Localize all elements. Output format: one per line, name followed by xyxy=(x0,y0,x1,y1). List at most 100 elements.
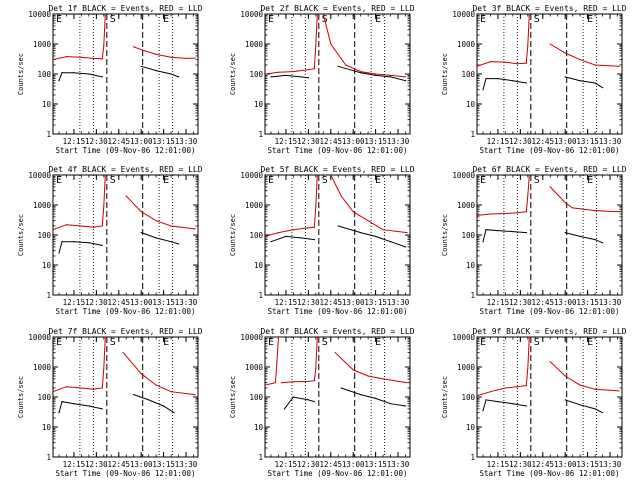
x-tick-label: 12:30 xyxy=(297,460,320,469)
events-point xyxy=(594,82,596,84)
interval-marker: E xyxy=(268,14,274,25)
events-point xyxy=(564,399,566,401)
y-axis-label: Counts/sec xyxy=(229,214,237,256)
lld-point xyxy=(65,224,68,226)
lld-point xyxy=(194,228,196,230)
events-point xyxy=(61,72,63,74)
lld-point xyxy=(528,14,530,15)
events-point xyxy=(173,412,175,414)
events-line xyxy=(341,387,406,407)
lld-point xyxy=(265,73,266,75)
chart-title: Det 9f BLACK = Events, RED = LLD xyxy=(472,327,626,336)
lld-point xyxy=(334,352,336,354)
events-point xyxy=(601,412,604,414)
lld-point xyxy=(53,391,54,393)
lld-point xyxy=(477,65,478,67)
interval-marker: S xyxy=(110,14,116,25)
y-tick-label: 100 xyxy=(461,70,475,79)
x-tick-label: 13:00 xyxy=(130,298,153,307)
y-tick-label: 1000 xyxy=(33,363,52,372)
events-point xyxy=(285,74,287,76)
lld-point xyxy=(292,71,295,73)
y-tick-label: 10 xyxy=(466,261,476,270)
y-tick-label: 1000 xyxy=(245,40,264,49)
lld-point xyxy=(265,384,266,386)
events-point xyxy=(485,229,487,231)
events-point xyxy=(133,394,135,396)
events-line xyxy=(270,235,315,243)
series-group xyxy=(53,14,196,82)
y-tick-label: 1 xyxy=(470,130,475,139)
x-tick-label: 12:30 xyxy=(509,137,532,146)
lld-point xyxy=(564,202,566,204)
lld-point xyxy=(564,375,566,377)
interval-marker: E xyxy=(587,175,593,186)
lld-point xyxy=(382,229,384,231)
x-tick-label: 13:15 xyxy=(152,460,175,469)
x-tick-label: 13:30 xyxy=(387,460,410,469)
lld-point xyxy=(265,235,266,237)
x-tick-label: 12:15 xyxy=(487,137,510,146)
lld-point xyxy=(277,337,280,338)
x-tick-label: 13:30 xyxy=(175,460,198,469)
events-point xyxy=(497,230,499,232)
x-tick-label: 13:00 xyxy=(342,298,365,307)
x-tick-label: 12:15 xyxy=(275,137,298,146)
events-point xyxy=(101,244,103,247)
x-tick-label: 12:15 xyxy=(63,298,86,307)
lld-point xyxy=(315,367,317,369)
chart-title: Det 3f BLACK = Events, RED = LLD xyxy=(472,4,626,13)
interval-marker: E xyxy=(375,175,381,186)
y-tick-label: 10 xyxy=(254,100,264,109)
interval-marker: E xyxy=(163,337,169,348)
events-line xyxy=(133,394,175,414)
y-tick-label: 10000 xyxy=(28,333,51,342)
events-line xyxy=(58,241,103,254)
x-tick-label: 12:45 xyxy=(107,137,130,146)
x-tick-label: 12:15 xyxy=(63,137,86,146)
x-tick-label: 13:30 xyxy=(387,137,410,146)
y-tick-label: 10 xyxy=(466,100,476,109)
events-line xyxy=(565,76,603,89)
lld-point xyxy=(92,57,94,60)
lld-point xyxy=(516,212,518,214)
interval-marker: S xyxy=(322,175,328,186)
x-tick-label: 12:45 xyxy=(531,137,554,146)
interval-marker: E xyxy=(587,337,593,348)
lld-point xyxy=(367,220,369,222)
y-tick-label: 1000 xyxy=(33,40,52,49)
lld-point xyxy=(277,71,280,73)
x-tick-label: 12:45 xyxy=(107,298,130,307)
lld-line xyxy=(281,337,318,384)
series-group xyxy=(477,337,620,414)
x-axis-label: Start Time (09-Nov-06 12:01:00) xyxy=(480,307,620,316)
lld-point xyxy=(594,388,596,390)
lld-point xyxy=(307,69,309,71)
x-axis-label: Start Time (09-Nov-06 12:01:00) xyxy=(56,146,196,155)
events-point xyxy=(270,241,272,243)
events-line xyxy=(270,74,309,79)
x-tick-label: 12:45 xyxy=(531,460,554,469)
x-axis-label: Start Time (09-Nov-06 12:01:00) xyxy=(56,307,196,316)
y-tick-label: 1 xyxy=(258,453,263,462)
lld-point xyxy=(104,337,106,338)
chart-panel-3: Det 3f BLACK = Events, RED = LLD 1 10 100 10… xyxy=(441,4,627,155)
lld-point xyxy=(549,361,551,363)
events-point xyxy=(389,403,392,405)
y-tick-label: 10000 xyxy=(28,171,51,180)
events-point xyxy=(101,408,103,410)
x-tick-label: 12:30 xyxy=(509,298,532,307)
lld-point xyxy=(504,387,507,389)
x-tick-label: 13:15 xyxy=(364,460,387,469)
lld-point xyxy=(140,211,142,213)
lld-point xyxy=(315,205,317,207)
chart-title: Det 2f BLACK = Events, RED = LLD xyxy=(260,4,414,13)
events-point xyxy=(285,235,287,237)
events-point xyxy=(497,78,499,80)
events-line xyxy=(58,401,103,413)
lld-line xyxy=(549,43,620,67)
y-tick-label: 100 xyxy=(37,231,51,240)
events-point xyxy=(300,237,302,239)
interval-marker: E xyxy=(587,14,593,25)
events-point xyxy=(58,80,60,82)
